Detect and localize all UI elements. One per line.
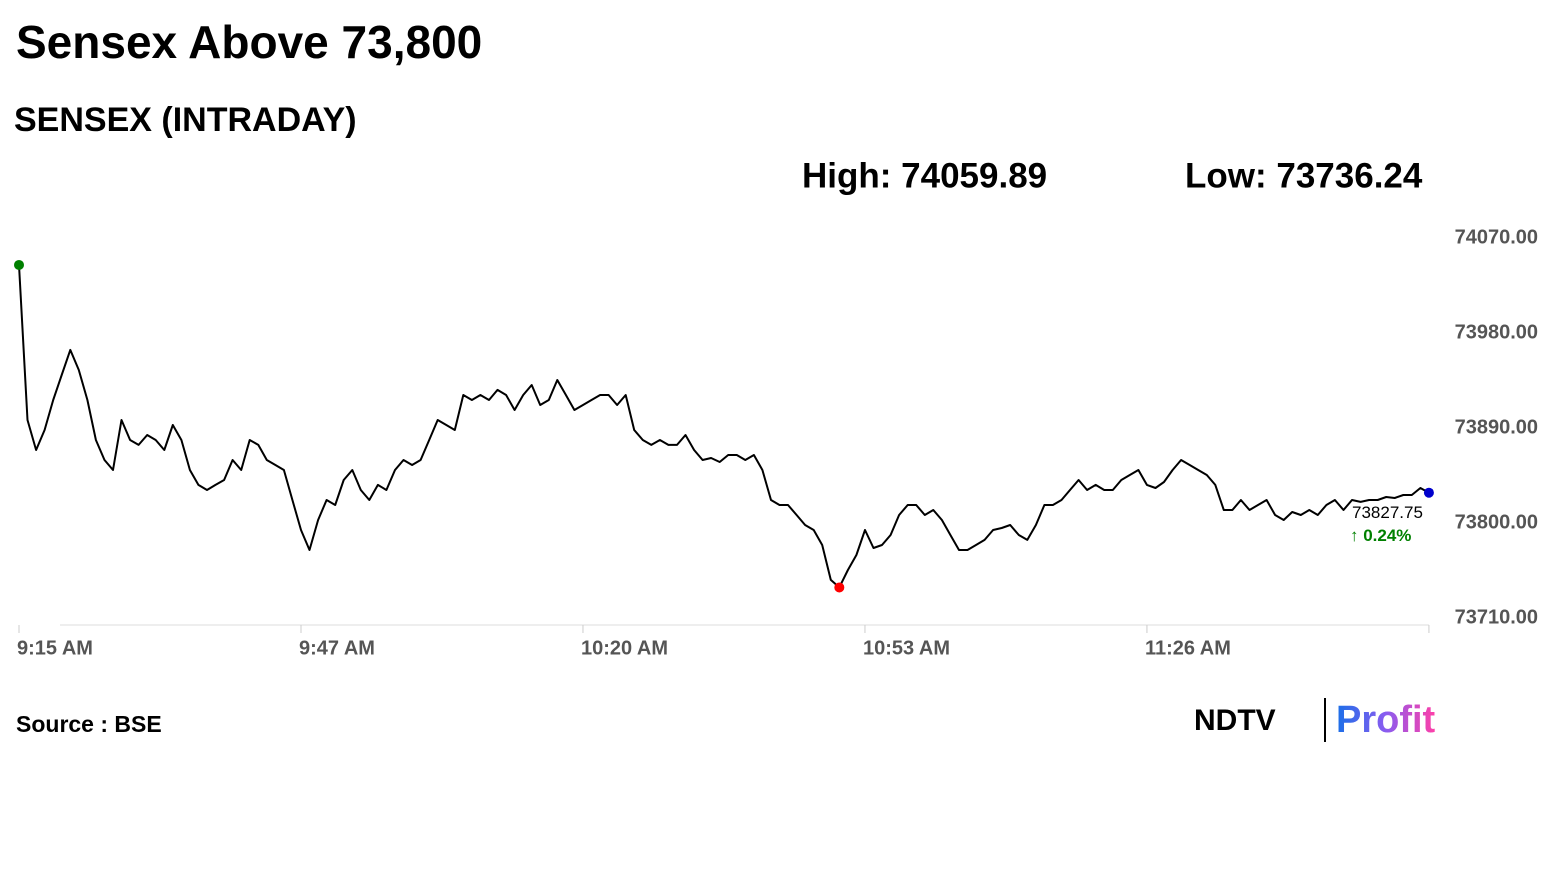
y-tick-label: 73710.00 [1455,606,1538,628]
x-tick-label: 10:20 AM [581,637,668,659]
end-dot [1423,487,1434,498]
low-dot [834,582,845,593]
x-tick-label: 9:47 AM [299,637,375,659]
y-tick-label: 73800.00 [1455,511,1538,533]
high-label: High: 74059.89 [802,156,1047,195]
change-label: ↑ 0.24% [1350,526,1411,545]
x-tick-label: 11:26 AM [1145,637,1231,659]
x-tick-label: 9:15 AM [17,637,93,659]
chart-title: Sensex Above 73,800 [16,16,482,68]
y-tick-label: 73980.00 [1455,321,1538,343]
start-dot [14,259,24,270]
price-line [18,264,1430,589]
brand-right: Profit [1336,699,1436,741]
low-label: Low: 73736.24 [1185,156,1423,195]
y-tick-label: 73890.00 [1455,416,1538,438]
chart-subtitle: SENSEX (INTRADAY) [14,101,357,139]
source: Source : BSE [16,711,162,737]
brand-left: NDTV [1194,704,1276,737]
y-tick-label: 74070.00 [1455,226,1538,248]
last-value-label: 73827.75 [1352,503,1423,522]
x-tick-label: 10:53 AM [863,637,950,659]
